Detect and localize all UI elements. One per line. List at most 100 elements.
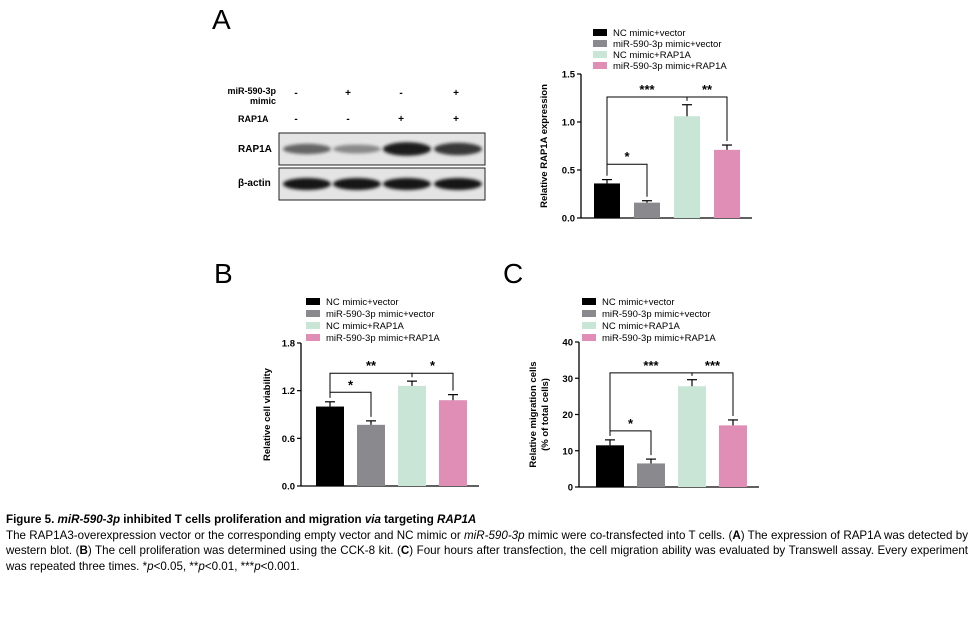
bar <box>678 386 706 487</box>
blot-band-actin <box>283 178 331 190</box>
legend-swatch <box>593 29 607 36</box>
caption-body: The RAP1A3-overexpression vector or the … <box>6 528 968 575</box>
panel-label-a: A <box>212 4 231 35</box>
legend-swatch <box>582 334 596 341</box>
y-tick-label: 0 <box>568 483 573 494</box>
blot-band-rap1a <box>434 142 482 156</box>
caption-text: <0.05, ** <box>153 559 199 573</box>
legend-label: miR-590-3p mimic+vector <box>613 39 722 50</box>
legend-label: NC mimic+vector <box>613 28 686 39</box>
caption-text: The RAP1A3-overexpression vector or the … <box>6 528 465 542</box>
caption-text: ) The expression of RAP1A was detected b… <box>6 528 968 558</box>
caption-italic: p <box>254 559 261 573</box>
caption-title-text-2: targeting <box>380 513 437 526</box>
y-tick-label: 20 <box>562 410 573 421</box>
significance-label: *** <box>643 358 659 373</box>
bar <box>714 149 740 218</box>
legend-label: miR-590-3p mimic+vector <box>326 309 435 320</box>
panel-label-b: B <box>214 258 233 289</box>
bar <box>719 425 747 487</box>
bar <box>357 424 385 486</box>
significance-label: ** <box>366 358 377 373</box>
bar <box>634 202 660 218</box>
blot-mimic-label: miR-590-3p mimic <box>212 86 276 106</box>
mimic-sign: + <box>345 88 351 99</box>
caption-title-italic-1: miR-590-3p <box>57 513 121 526</box>
mimic-sign: - <box>294 88 298 99</box>
y-tick-label: 0.0 <box>282 482 295 493</box>
blot-band-actin <box>383 178 431 190</box>
legend-swatch <box>593 62 607 69</box>
caption-italic: p <box>147 559 154 573</box>
rap-sign: + <box>453 114 459 125</box>
caption-text: mimic were co-transfected into T cells. … <box>524 528 733 542</box>
bar <box>439 400 467 486</box>
legend-label: miR-590-3p mimic+RAP1A <box>602 333 716 344</box>
y-axis-label-line2: (% of total cells) <box>540 378 551 451</box>
bar <box>596 445 624 487</box>
blot-band-rap1a <box>383 142 431 156</box>
legend-swatch <box>306 334 320 341</box>
bar <box>398 385 426 486</box>
rap-sign: - <box>346 114 350 125</box>
significance-label: * <box>348 377 354 392</box>
legend-swatch <box>582 298 596 305</box>
legend-swatch <box>582 310 596 317</box>
y-axis-label: Relative RAP1A expression <box>539 84 550 208</box>
rap-sign: + <box>398 114 404 125</box>
legend-label: NC mimic+vector <box>326 297 399 308</box>
significance-label: ** <box>702 82 713 97</box>
y-tick-label: 0.5 <box>562 166 576 177</box>
y-tick-label: 0.6 <box>282 434 295 445</box>
significance-label: *** <box>639 82 655 97</box>
y-tick-label: 1.5 <box>562 70 576 81</box>
mimic-sign: - <box>399 88 403 99</box>
legend-label: NC mimic+vector <box>602 297 675 308</box>
caption-bold: B <box>79 544 88 558</box>
y-tick-label: 0.0 <box>562 214 575 225</box>
mimic-sign: + <box>453 88 459 99</box>
bar <box>674 116 700 218</box>
significance-label: * <box>624 149 630 164</box>
legend-label: NC mimic+RAP1A <box>613 50 692 61</box>
significance-label: *** <box>705 358 721 373</box>
band-label-actin: β-actin <box>238 178 271 189</box>
legend-swatch <box>582 322 596 329</box>
bar <box>594 183 620 218</box>
caption-italic: miR-590-3p <box>464 528 525 542</box>
bar <box>316 406 344 486</box>
blot-rap-label: RAP1A <box>238 114 269 124</box>
panel-label-c: C <box>503 258 524 289</box>
rap-sign: - <box>294 114 298 125</box>
y-tick-label: 1.2 <box>282 386 295 397</box>
caption-italic: p <box>198 559 205 573</box>
y-tick-label: 1.0 <box>562 118 575 129</box>
legend-swatch <box>593 51 607 58</box>
blot-mimic-label-line1: miR-590-3p <box>227 86 276 96</box>
legend-swatch <box>306 310 320 317</box>
y-axis-label: Relative cell viability <box>262 367 273 461</box>
caption-title: Figure 5. miR-590-3p inhibited T cells p… <box>6 512 968 528</box>
legend-label: NC mimic+RAP1A <box>602 321 681 332</box>
caption-title-text-1: inhibited T cells proliferation and migr… <box>120 513 365 526</box>
significance-label: * <box>430 358 436 373</box>
y-tick-label: 30 <box>562 374 573 385</box>
band-label-rap1a: RAP1A <box>238 144 272 155</box>
figure-caption: Figure 5. miR-590-3p inhibited T cells p… <box>6 512 968 574</box>
blot-mimic-label-line2: mimic <box>249 96 276 106</box>
legend-swatch <box>306 298 320 305</box>
legend-label: NC mimic+RAP1A <box>326 321 405 332</box>
caption-text: <0.01, *** <box>204 559 255 573</box>
bar <box>637 463 665 487</box>
y-tick-label: 40 <box>562 338 573 349</box>
legend-swatch <box>593 40 607 47</box>
caption-title-italic-3: RAP1A <box>437 513 477 526</box>
blot-band-actin <box>333 178 381 190</box>
blot-band-rap1a <box>333 144 381 154</box>
blot-band-rap1a <box>283 143 331 155</box>
caption-bold: C <box>400 544 410 558</box>
significance-bracket <box>691 372 734 416</box>
